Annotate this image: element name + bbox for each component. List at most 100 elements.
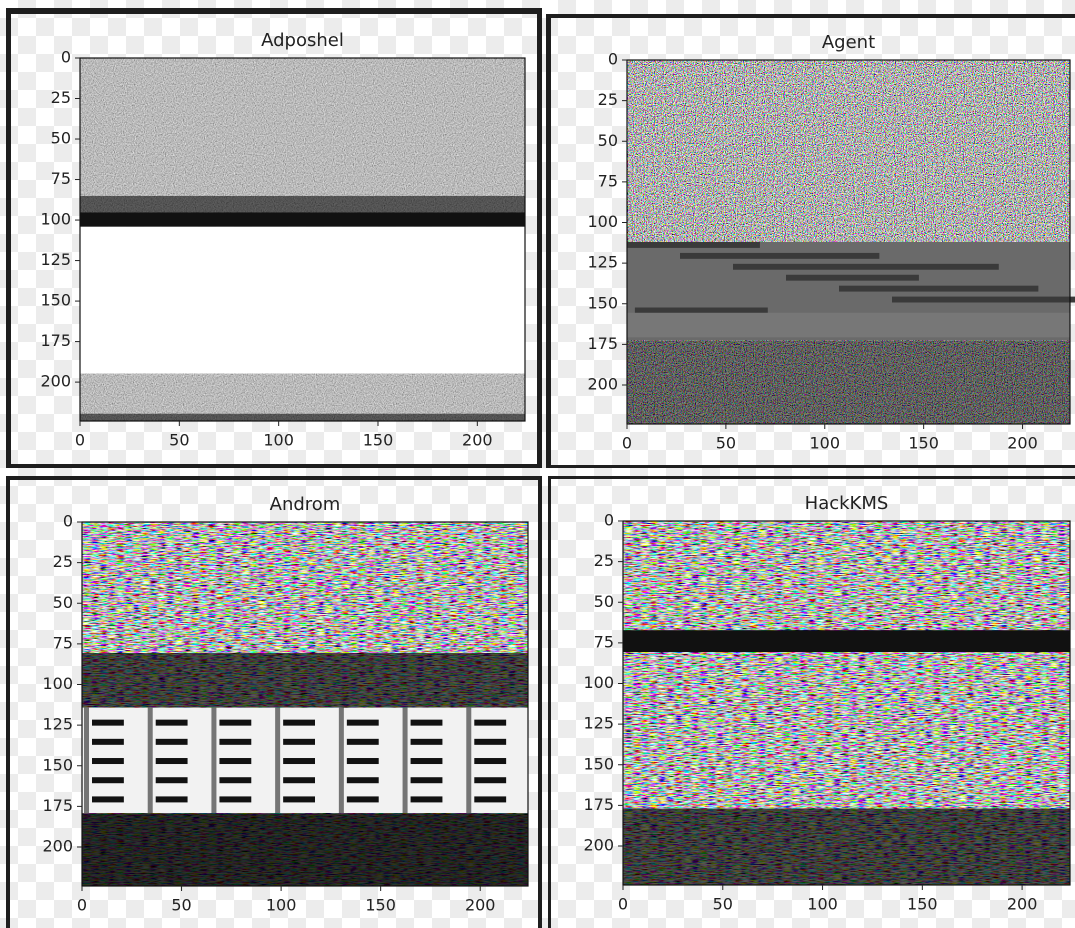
image-streak xyxy=(410,738,443,745)
x-tick-label: 0 xyxy=(77,896,87,915)
y-tick-label: 200 xyxy=(42,837,73,856)
y-tick-label: 200 xyxy=(40,372,71,391)
y-tick-label: 100 xyxy=(583,673,614,692)
y-tick-label: 0 xyxy=(63,512,73,531)
axes-frame xyxy=(81,521,529,887)
image-streak xyxy=(474,796,507,803)
y-tick-label: 175 xyxy=(40,331,71,350)
image-shade xyxy=(82,653,528,708)
image-streak xyxy=(680,252,880,259)
y-tick-label: 50 xyxy=(51,129,71,148)
image-streak xyxy=(219,796,252,803)
image-shade xyxy=(627,340,1070,424)
image-shade xyxy=(80,195,525,213)
x-tick-label: 150 xyxy=(363,431,394,450)
x-tick-label: 150 xyxy=(907,895,938,914)
x-tick-label: 200 xyxy=(462,431,493,450)
image-streak xyxy=(346,719,379,726)
image-streak xyxy=(627,312,1070,338)
image-shade xyxy=(623,808,1070,885)
image-streak xyxy=(474,719,507,726)
y-tick-label: 175 xyxy=(587,334,618,353)
chart-title: Adposhel xyxy=(261,30,344,51)
y-tick-label: 75 xyxy=(594,632,614,651)
x-tick-label: 0 xyxy=(622,434,632,453)
axes-frame xyxy=(79,57,526,422)
image-streak xyxy=(466,707,472,814)
image-streak xyxy=(219,777,252,784)
image-streak xyxy=(733,263,999,270)
image-streak xyxy=(84,707,89,814)
image-region xyxy=(80,212,525,227)
image-streak xyxy=(92,777,124,784)
image-streak xyxy=(155,719,188,726)
image-streak xyxy=(283,758,315,765)
image-region xyxy=(627,340,1070,424)
image xyxy=(82,522,528,886)
y-tick-label: 50 xyxy=(594,592,614,611)
image-streak xyxy=(410,719,443,726)
image-shade xyxy=(82,813,528,886)
image-streak xyxy=(474,738,507,745)
y-tick-label: 50 xyxy=(53,593,73,612)
panel-frame xyxy=(546,14,1075,468)
y-tick-label: 0 xyxy=(61,48,71,67)
x-tick-label: 200 xyxy=(1007,434,1038,453)
y-tick-label: 25 xyxy=(598,90,618,109)
axes-frame xyxy=(626,59,1071,425)
image-streak xyxy=(474,777,507,784)
image-streak xyxy=(92,738,124,745)
y-tick-label: 125 xyxy=(583,714,614,733)
image-region xyxy=(82,522,528,654)
y-tick-label: 100 xyxy=(42,674,73,693)
y-tick-label: 175 xyxy=(583,795,614,814)
image-streak xyxy=(338,707,344,814)
image-streak xyxy=(410,796,443,803)
image-streak xyxy=(346,758,379,765)
image xyxy=(627,60,1075,424)
image-streak xyxy=(346,777,379,784)
image-streak xyxy=(283,738,315,745)
y-tick-label: 150 xyxy=(40,291,71,310)
x-tick-label: 200 xyxy=(1007,895,1038,914)
image-streak xyxy=(627,242,760,248)
image-streak xyxy=(346,796,379,803)
panel-frame xyxy=(548,476,1075,928)
image-streak xyxy=(283,796,315,803)
x-tick-label: 50 xyxy=(716,434,736,453)
y-tick-label: 150 xyxy=(587,293,618,312)
x-tick-label: 150 xyxy=(908,434,939,453)
x-tick-label: 0 xyxy=(618,895,628,914)
x-tick-label: 100 xyxy=(263,431,294,450)
chart-title: HackKMS xyxy=(805,493,889,514)
image-region xyxy=(80,58,525,196)
y-tick-label: 125 xyxy=(42,715,73,734)
image-streak xyxy=(155,758,188,765)
image xyxy=(623,521,1070,885)
image-region xyxy=(623,652,1070,809)
image-streak xyxy=(219,719,252,726)
image-streak xyxy=(892,296,1075,303)
panel-frame xyxy=(6,8,542,468)
image-shade xyxy=(80,413,525,421)
image-streak xyxy=(283,719,315,726)
x-tick-label: 0 xyxy=(75,431,85,450)
image-streak xyxy=(92,796,124,803)
image-region xyxy=(623,521,1070,631)
image-streak xyxy=(155,796,188,803)
x-tick-label: 100 xyxy=(266,896,297,915)
y-tick-label: 25 xyxy=(53,552,73,571)
chart: Adposhel 0 50 100 150 200 0 25 50 75 100 125 150 175 2… xyxy=(40,30,526,450)
image-streak xyxy=(786,274,919,281)
y-tick-label: 25 xyxy=(594,551,614,570)
panel-frame xyxy=(6,476,542,928)
image-region xyxy=(623,630,1070,653)
x-tick-label: 200 xyxy=(465,896,496,915)
y-tick-label: 25 xyxy=(51,88,71,107)
x-tick-label: 100 xyxy=(809,434,840,453)
image-streak xyxy=(92,719,124,726)
x-tick-label: 50 xyxy=(713,895,733,914)
y-tick-label: 200 xyxy=(587,375,618,394)
